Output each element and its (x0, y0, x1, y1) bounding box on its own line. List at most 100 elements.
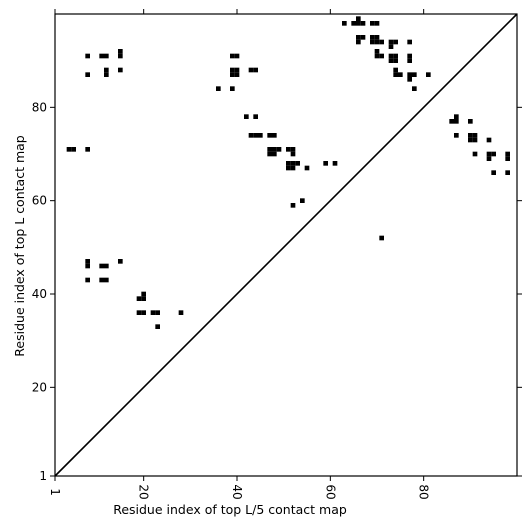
contact-point (374, 35, 380, 40)
contact-point (356, 39, 361, 45)
contact-point (155, 324, 160, 329)
contact-point (85, 263, 90, 269)
contact-point (370, 21, 375, 26)
contact-point (104, 277, 109, 283)
contact-point (104, 67, 109, 73)
contact-point (295, 161, 300, 166)
contact-point (379, 39, 384, 45)
contact-point (468, 133, 473, 138)
contact-point (85, 53, 90, 59)
contact-point (290, 151, 296, 157)
y-tick-label: 40 (32, 287, 47, 301)
contact-point (178, 310, 184, 315)
contact-point (290, 147, 296, 152)
contact-point (141, 310, 146, 315)
contact-point (66, 147, 72, 152)
contact-point (468, 119, 473, 124)
contact-point (230, 67, 235, 73)
contact-point (290, 203, 296, 208)
contact-point (393, 58, 398, 63)
contact-point (374, 39, 380, 45)
contact-point (370, 35, 375, 40)
contact-point (393, 67, 398, 73)
contact-point (267, 151, 272, 157)
contact-point (155, 310, 160, 315)
contact-point (286, 161, 291, 166)
contact-point (290, 165, 296, 171)
contact-point (356, 16, 361, 21)
contact-point (374, 49, 380, 54)
contact-point (379, 235, 384, 241)
contact-point (272, 151, 277, 157)
contact-point (388, 58, 394, 63)
contact-point (150, 310, 156, 315)
contact-point (136, 296, 142, 301)
contact-point (136, 310, 142, 315)
contact-point (407, 58, 412, 63)
x-ticks: 1 20 40 60 80 (48, 9, 431, 500)
contact-point (258, 133, 263, 138)
y-ticks: 1 20 40 60 80 (32, 100, 522, 483)
diagonal-line (54, 13, 518, 477)
y-tick-label: 20 (32, 380, 47, 394)
contact-point (272, 133, 277, 138)
contact-point (407, 53, 412, 59)
contact-point (286, 165, 291, 171)
contact-point (388, 53, 394, 59)
contact-point (374, 53, 380, 59)
contact-point (304, 165, 310, 171)
contact-point (267, 133, 272, 138)
contact-point (85, 72, 90, 77)
contact-point (230, 72, 235, 77)
contact-point (472, 151, 478, 157)
contact-point (393, 53, 398, 59)
contact-point (230, 86, 235, 91)
contact-point (505, 151, 510, 157)
contact-point (99, 263, 104, 269)
contact-point (454, 119, 459, 124)
contact-point (407, 77, 412, 82)
contact-point (393, 72, 398, 77)
contact-point (104, 263, 109, 269)
diagonal-layer (54, 13, 518, 477)
contact-point (486, 151, 492, 157)
contact-point (412, 72, 417, 77)
contact-point (272, 147, 277, 152)
contact-point (99, 277, 104, 283)
contact-point (370, 39, 375, 45)
y-tick-label: 1 (39, 469, 47, 483)
contact-point (407, 39, 412, 45)
contact-point (454, 114, 459, 119)
contact-point (351, 21, 356, 26)
contact-point (99, 53, 104, 59)
contact-point (234, 53, 240, 59)
contact-point (486, 137, 492, 143)
contact-point (85, 259, 90, 264)
x-tick-label: 60 (323, 484, 337, 499)
contact-point (71, 147, 76, 152)
contact-point (244, 114, 249, 119)
contact-point (472, 137, 478, 143)
contact-point (332, 161, 338, 166)
contact-point (342, 21, 347, 26)
x-tick-label: 20 (137, 484, 151, 499)
y-axis-label: Residue index of top L contact map (12, 135, 27, 356)
contact-point (374, 21, 380, 26)
contact-point (118, 53, 123, 59)
contact-point (104, 53, 109, 59)
contact-point (486, 156, 492, 161)
contact-point (267, 147, 272, 152)
contact-point (388, 44, 394, 49)
contact-point (398, 72, 403, 77)
contact-point (253, 114, 258, 119)
contact-point (253, 67, 258, 73)
contact-point (491, 170, 496, 175)
contact-point (248, 133, 254, 138)
x-axis-label: Residue index of top L/5 contact map (113, 502, 347, 517)
contact-point (230, 53, 235, 59)
contact-point (234, 72, 240, 77)
contact-point (393, 39, 398, 45)
contact-point (360, 35, 366, 40)
contact-point (253, 133, 258, 138)
